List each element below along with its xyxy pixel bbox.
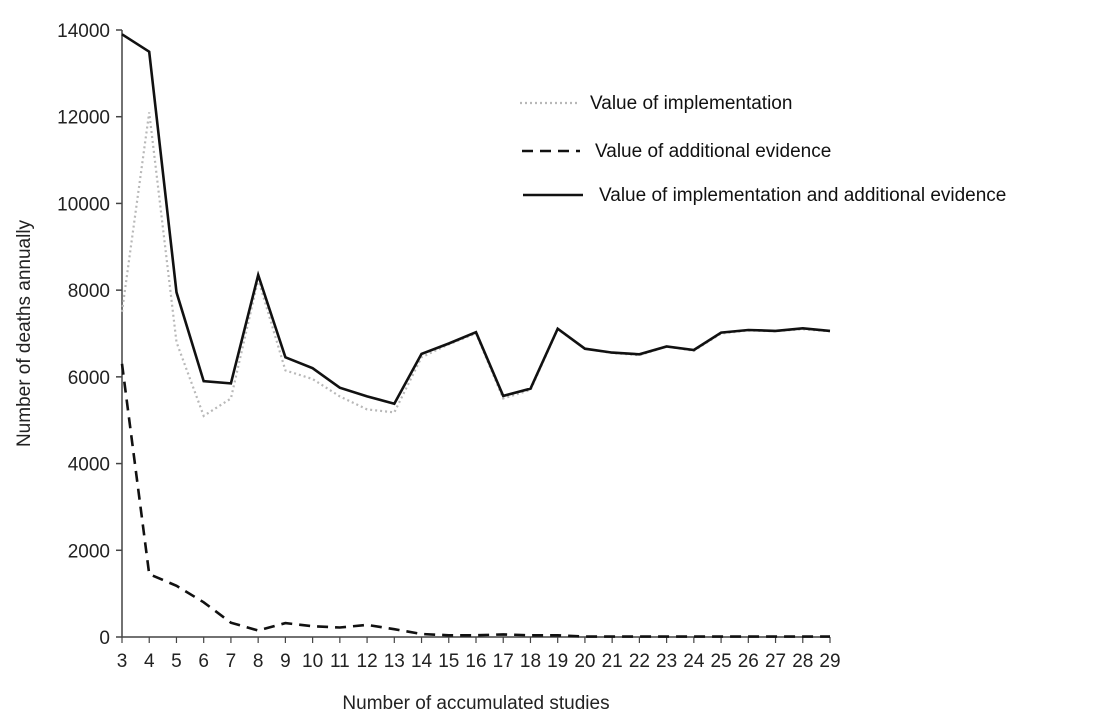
legend: Value of implementation Value of addition… [520,93,1006,206]
legend-label: Value of additional evidence [595,141,831,162]
x-tick-label: 5 [171,651,182,672]
x-tick-label: 17 [493,651,514,672]
y-tick-label: 6000 [68,368,110,389]
y-tick-label: 4000 [68,455,110,476]
legend-label: Value of implementation [590,93,792,114]
x-tick-label: 9 [280,651,291,672]
legend-label: Value of implementation and additional e… [599,185,1006,206]
y-tick-label: 8000 [68,281,110,302]
y-tick-label: 2000 [68,541,110,562]
x-tick-label: 23 [656,651,677,672]
x-tick-label: 19 [547,651,568,672]
series-line-dashed [120,363,830,638]
x-tick-label: 7 [226,651,237,672]
x-tick-label: 10 [302,651,323,672]
x-tick-label: 13 [384,651,405,672]
x-tick-label: 16 [465,651,486,672]
x-tick-label: 11 [330,651,350,672]
series-group [120,33,831,638]
x-tick-label: 4 [144,651,155,672]
x-tick-label: 6 [198,651,209,672]
x-tick-label: 14 [411,651,433,672]
series-line-solid [121,33,831,406]
x-tick-label: 15 [438,651,459,672]
x-tick-label: 3 [117,651,128,672]
x-tick-label: 27 [765,651,786,672]
y-tick-label: 10000 [57,194,110,215]
x-axis-title: Number of accumulated studies [342,693,609,714]
x-tick-label: 18 [520,651,541,672]
x-tick-label: 25 [711,651,732,672]
x-tick-label: 28 [792,651,813,672]
x-axis: 3 4 5 6 7 8 9 10 11 12 13 14 15 16 17 18 19 20 21 22 23 24 25 2… [117,636,841,672]
y-axis: 0 2000 4000 6000 8000 10000 12000 14000 [57,21,123,649]
y-tick-label: 0 [99,628,110,649]
x-tick-label: 26 [738,651,759,672]
y-tick-label: 14000 [57,21,110,42]
x-tick-label: 22 [629,651,650,672]
x-tick-label: 29 [819,651,840,672]
y-tick-label: 12000 [57,108,110,129]
x-tick-label: 24 [683,651,705,672]
x-tick-label: 12 [357,651,378,672]
x-tick-label: 20 [574,651,595,672]
x-tick-label: 21 [602,651,623,672]
x-tick-label: 8 [253,651,264,672]
y-axis-title: Number of deaths annually [14,219,35,447]
